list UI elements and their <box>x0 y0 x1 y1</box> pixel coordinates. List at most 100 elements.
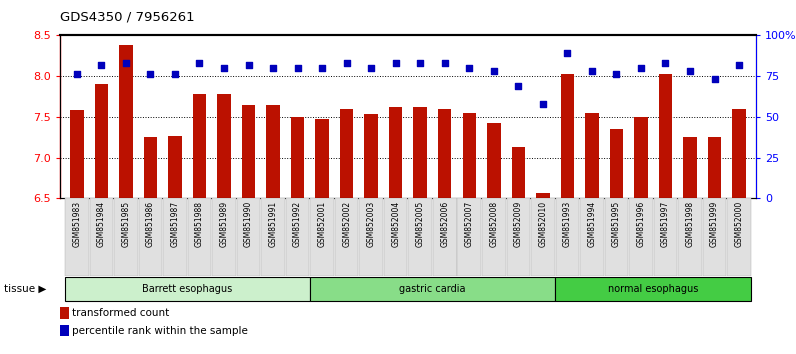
Point <box>71 72 84 77</box>
Point <box>659 60 672 66</box>
Text: percentile rank within the sample: percentile rank within the sample <box>72 326 248 336</box>
FancyBboxPatch shape <box>408 198 432 276</box>
Text: GSM851990: GSM851990 <box>244 201 253 247</box>
Text: normal esophagus: normal esophagus <box>608 284 698 295</box>
Bar <box>683 137 696 198</box>
Point <box>95 62 107 68</box>
Bar <box>168 136 181 198</box>
Bar <box>512 147 525 198</box>
Bar <box>659 74 672 198</box>
Text: GSM851988: GSM851988 <box>195 201 204 247</box>
FancyBboxPatch shape <box>335 198 358 276</box>
FancyBboxPatch shape <box>261 198 285 276</box>
FancyBboxPatch shape <box>310 198 334 276</box>
FancyBboxPatch shape <box>556 198 579 276</box>
Bar <box>340 109 353 198</box>
Bar <box>732 109 746 198</box>
Bar <box>315 119 329 198</box>
Point <box>144 72 157 77</box>
Text: GSM851984: GSM851984 <box>97 201 106 247</box>
FancyBboxPatch shape <box>654 198 677 276</box>
Text: GSM852002: GSM852002 <box>342 201 351 247</box>
FancyBboxPatch shape <box>678 198 702 276</box>
Text: GSM851994: GSM851994 <box>587 201 596 247</box>
Text: GSM851999: GSM851999 <box>710 201 719 247</box>
Text: GDS4350 / 7956261: GDS4350 / 7956261 <box>60 11 194 24</box>
FancyBboxPatch shape <box>433 198 457 276</box>
Point <box>537 101 549 107</box>
Point <box>217 65 230 71</box>
Bar <box>267 104 280 198</box>
Bar <box>291 117 304 198</box>
FancyBboxPatch shape <box>65 198 88 276</box>
Text: Barrett esophagus: Barrett esophagus <box>142 284 232 295</box>
FancyBboxPatch shape <box>555 278 751 301</box>
Text: GSM852003: GSM852003 <box>367 201 376 247</box>
Text: GSM851985: GSM851985 <box>122 201 131 247</box>
Bar <box>438 109 451 198</box>
Bar <box>560 74 574 198</box>
Text: GSM851996: GSM851996 <box>637 201 646 247</box>
FancyBboxPatch shape <box>384 198 408 276</box>
FancyBboxPatch shape <box>580 198 603 276</box>
Bar <box>242 104 256 198</box>
FancyBboxPatch shape <box>458 198 481 276</box>
FancyBboxPatch shape <box>139 198 162 276</box>
Bar <box>144 137 157 198</box>
Bar <box>610 129 623 198</box>
Text: GSM852006: GSM852006 <box>440 201 449 247</box>
Point <box>634 65 647 71</box>
Bar <box>95 84 108 198</box>
FancyBboxPatch shape <box>163 198 187 276</box>
FancyBboxPatch shape <box>728 198 751 276</box>
FancyBboxPatch shape <box>506 198 530 276</box>
Point <box>119 60 132 66</box>
Point <box>365 65 377 71</box>
Text: GSM851983: GSM851983 <box>72 201 81 247</box>
Text: GSM852007: GSM852007 <box>465 201 474 247</box>
Text: GSM851998: GSM851998 <box>685 201 694 247</box>
Text: GSM851993: GSM851993 <box>563 201 572 247</box>
Text: tissue ▶: tissue ▶ <box>4 284 46 294</box>
Bar <box>119 45 133 198</box>
Bar <box>487 123 501 198</box>
Text: GSM851995: GSM851995 <box>612 201 621 247</box>
Point <box>732 62 745 68</box>
Text: GSM851991: GSM851991 <box>268 201 278 247</box>
Point <box>463 65 476 71</box>
Point <box>439 60 451 66</box>
FancyBboxPatch shape <box>310 278 555 301</box>
Bar <box>365 114 378 198</box>
FancyBboxPatch shape <box>188 198 211 276</box>
Bar <box>585 113 599 198</box>
Point <box>610 72 622 77</box>
Point <box>169 72 181 77</box>
FancyBboxPatch shape <box>286 198 310 276</box>
Point <box>487 68 500 74</box>
Bar <box>462 113 476 198</box>
Point <box>708 76 721 82</box>
Text: GSM851997: GSM851997 <box>661 201 670 247</box>
FancyBboxPatch shape <box>114 198 138 276</box>
Point <box>291 65 304 71</box>
Bar <box>70 110 84 198</box>
Text: GSM851987: GSM851987 <box>170 201 179 247</box>
Text: GSM851992: GSM851992 <box>293 201 302 247</box>
Bar <box>634 117 648 198</box>
FancyBboxPatch shape <box>236 198 260 276</box>
FancyBboxPatch shape <box>64 278 310 301</box>
FancyBboxPatch shape <box>531 198 555 276</box>
Bar <box>389 107 403 198</box>
Point <box>561 51 574 56</box>
FancyBboxPatch shape <box>629 198 653 276</box>
Point <box>242 62 255 68</box>
Point <box>193 60 206 66</box>
Bar <box>193 94 206 198</box>
Bar <box>217 94 231 198</box>
Text: GSM852005: GSM852005 <box>416 201 425 247</box>
Text: GSM852001: GSM852001 <box>318 201 326 247</box>
Point <box>512 83 525 89</box>
Text: GSM852000: GSM852000 <box>735 201 743 247</box>
Point <box>340 60 353 66</box>
Text: GSM852008: GSM852008 <box>490 201 498 247</box>
